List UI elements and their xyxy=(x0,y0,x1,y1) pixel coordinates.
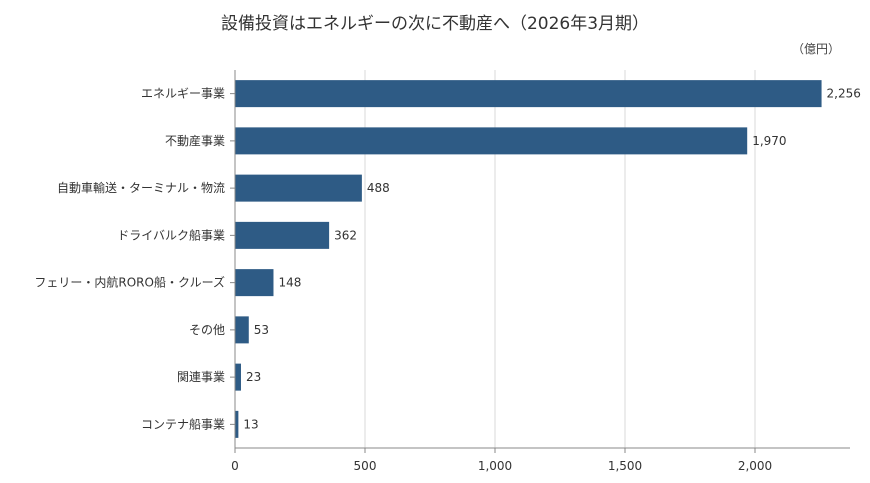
bar xyxy=(235,174,362,202)
axes: 0 500 1,000 1,500 2,000 エネルギー事業不動産事業自動車輸送・ターミ… xyxy=(34,70,850,473)
value-label: 23 xyxy=(246,370,261,384)
bar xyxy=(235,80,822,108)
value-label: 53 xyxy=(254,323,269,337)
bar xyxy=(235,410,239,438)
bars: 2,256 1,970 488 362 148 53 23 13 xyxy=(235,80,861,438)
category-label: エネルギー事業 xyxy=(141,87,225,101)
x-tick-label: 2,000 xyxy=(738,459,772,473)
value-label: 148 xyxy=(278,276,301,290)
category-label: フェリー・内航RORO船・クルーズ xyxy=(34,275,225,290)
category-label: ドライバルク船事業 xyxy=(117,228,225,242)
bar xyxy=(235,363,241,391)
x-tick-label: 1,500 xyxy=(608,459,642,473)
value-label: 362 xyxy=(334,228,357,242)
grid-lines xyxy=(364,70,756,448)
x-tick-label: 1,000 xyxy=(478,459,512,473)
category-label: 自動車輸送・ターミナル・物流 xyxy=(57,180,225,195)
chart-title: 設備投資はエネルギーの次に不動産へ（2026年3月期） xyxy=(220,14,650,34)
value-label: 1,970 xyxy=(752,134,786,148)
bar xyxy=(235,127,748,155)
category-label: その他 xyxy=(189,323,225,337)
value-label: 488 xyxy=(367,181,390,195)
bar xyxy=(235,221,330,249)
category-label: 不動産事業 xyxy=(165,133,225,148)
bar xyxy=(235,269,274,297)
value-label: 13 xyxy=(243,417,258,431)
x-tick-label: 500 xyxy=(354,459,377,473)
bar xyxy=(235,316,249,344)
x-tick-label: 0 xyxy=(231,459,239,473)
unit-label: （億円） xyxy=(791,42,840,56)
category-label: コンテナ船事業 xyxy=(141,417,225,431)
value-label: 2,256 xyxy=(827,87,861,101)
category-label: 関連事業 xyxy=(177,370,225,384)
